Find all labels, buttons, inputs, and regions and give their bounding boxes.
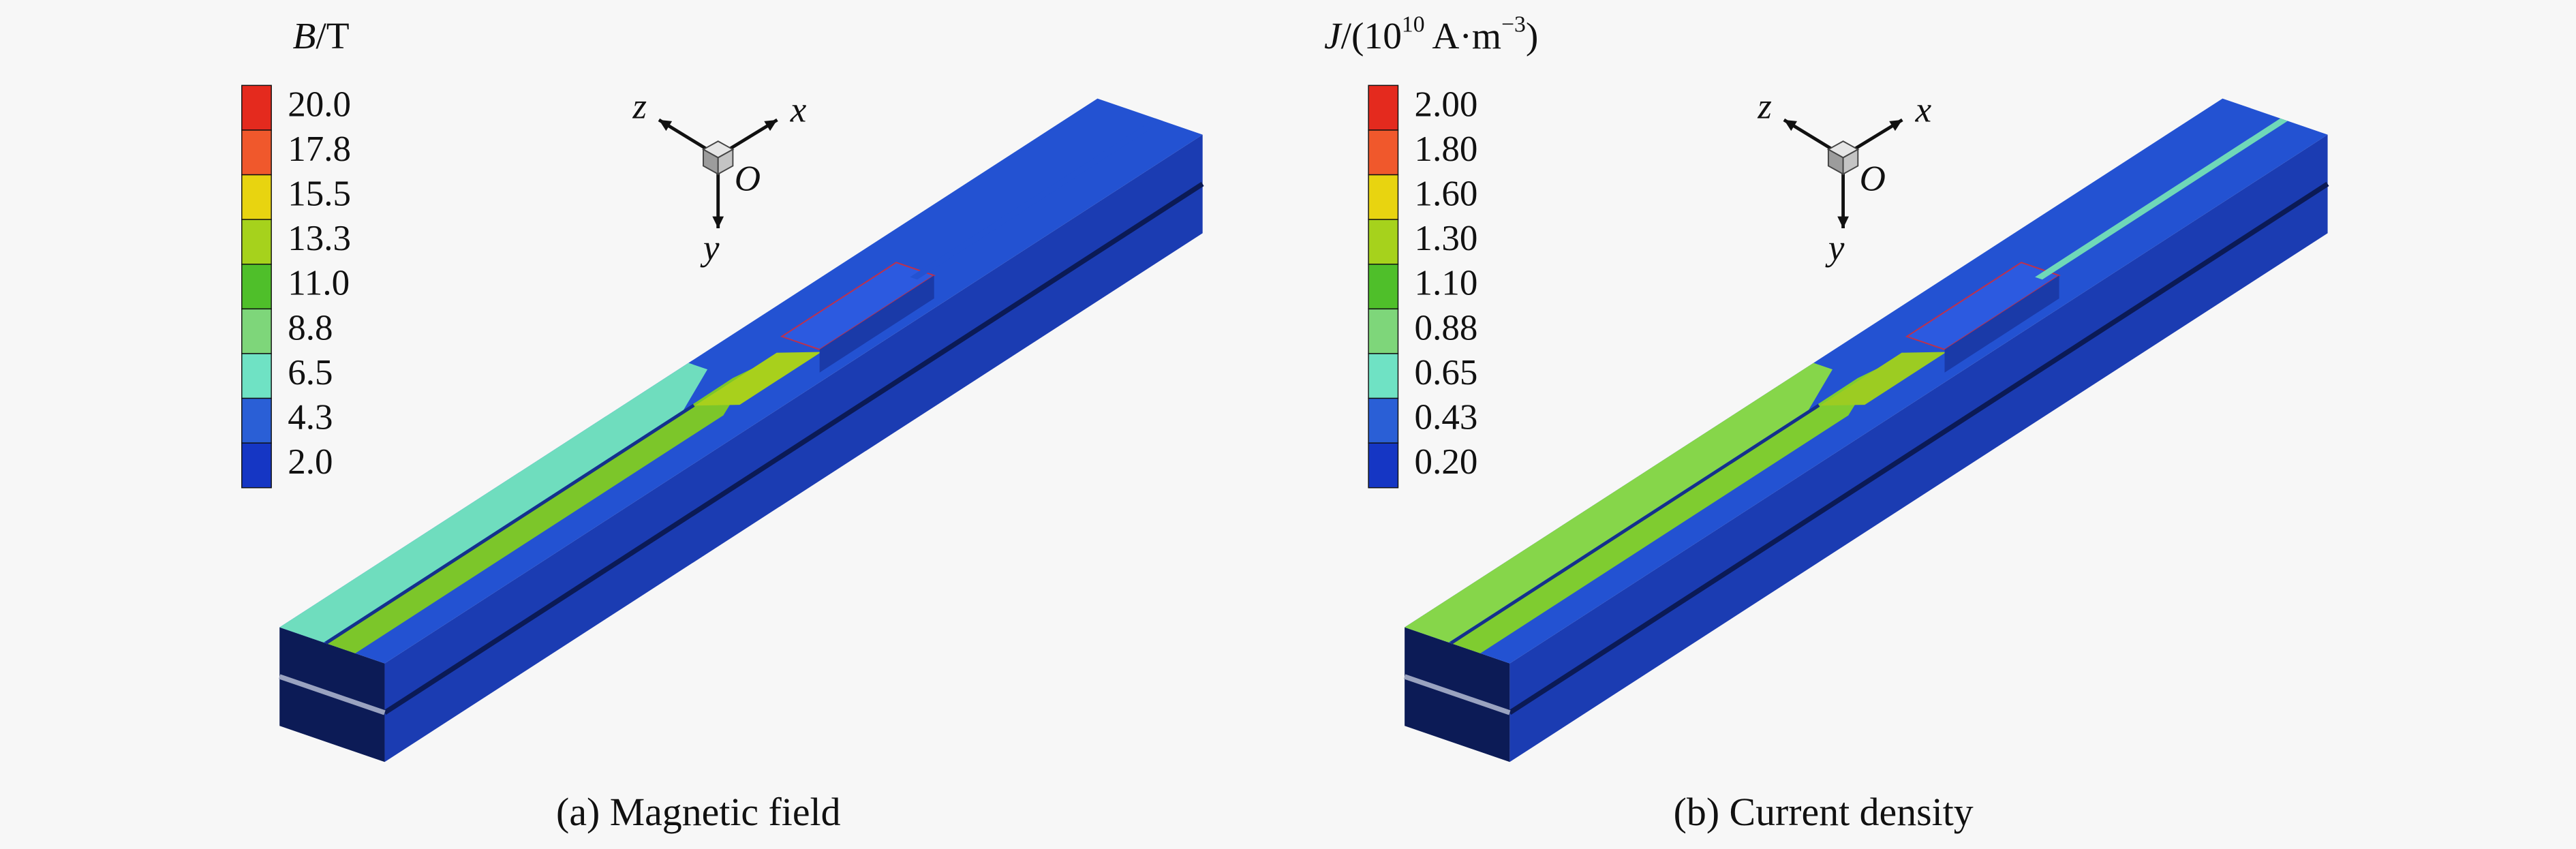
legend-symbol: B [293,15,316,57]
colorbar-label: 1.30 [1415,219,1478,258]
colorbar-label: 11.0 [288,264,350,303]
field-ramp [694,352,822,406]
colorbar-band [241,219,272,265]
cube-right [1842,148,1859,176]
legend-title: B/T [293,15,350,57]
slab-gap [1508,181,2329,715]
slab-gap [1403,674,1511,715]
colorbar-label: 0.65 [1415,353,1478,392]
colorbar-band [241,397,272,444]
colorbar-band [1368,219,1399,265]
axis-label: z [632,87,647,127]
colorbar-band [1368,442,1399,489]
colorbar-label: 20.0 [288,84,351,124]
caption: (b) Current density [1674,790,1974,834]
legend-unit: /T [316,15,349,57]
arrow-head [1889,119,1903,132]
colorbar-label: 15.5 [288,174,351,214]
arrow-head [1783,119,1798,132]
field-far [910,118,1163,280]
axis-label: O [1860,159,1886,199]
caption: (a) Magnetic field [556,790,841,834]
arrow-head [712,216,724,228]
legend-unit-sup: −3 [1501,12,1526,37]
colorbar-band [241,264,272,310]
colorbar-band [241,353,272,399]
block-side [1944,275,2059,373]
colorbar-label: 0.88 [1415,308,1478,348]
colorbar-label: 1.60 [1415,174,1478,214]
legend-unit-sup: 10 [1402,12,1425,37]
colorbar-band [241,308,272,354]
groove-edge [324,403,695,645]
colorbar-band [1368,129,1399,176]
field-strip [1405,362,1833,643]
colorbar-band [241,129,272,176]
axis-label: y [1825,228,1845,268]
colorbar-band [241,84,272,131]
field-groove [326,368,752,653]
arrow-head [658,119,673,132]
colorbar-label: 13.3 [288,219,351,258]
colorbar-band [1368,397,1399,444]
colorbar-label: 1.10 [1415,264,1478,303]
legend-title: J/(1010 A·m−3) [1324,12,1538,56]
field-far [2035,118,2288,280]
field-strip [279,362,708,643]
colorbar-label: 2.00 [1415,84,1478,124]
colorbar-label: 4.3 [288,398,333,437]
colorbar-label: 2.0 [288,442,333,482]
colorbar-band [1368,353,1399,399]
colorbar-band [1368,84,1399,131]
colorbar-band [1368,308,1399,354]
colorbar-band [1368,264,1399,310]
axis-label: x [790,90,807,129]
colorbar-label: 8.8 [288,308,333,348]
slab-gap [279,674,386,715]
slab-gap [383,181,1204,715]
colorbar-label: 0.20 [1415,442,1478,482]
axis-label: O [735,159,761,199]
axis-label: x [1915,90,1932,129]
arrow-head [1837,216,1849,228]
legend-unit: ) [1526,15,1538,57]
legend-unit: A·m [1425,15,1501,57]
groove-edge [1450,403,1820,645]
colorbar-label: 6.5 [288,353,333,392]
colorbar-band [241,174,272,220]
field-ramp [1820,352,1947,406]
legend-symbol: J [1324,15,1343,57]
field-groove [1452,368,1877,653]
legend-unit: /(10 [1341,15,1402,57]
block-side [819,275,934,373]
axis-label: y [700,228,720,268]
axis-label: z [1757,87,1772,127]
colorbar-label: 0.43 [1415,398,1478,437]
colorbar-label: 1.80 [1415,129,1478,169]
arrow-head [764,119,778,132]
colorbar-band [241,442,272,489]
colorbar-band [1368,174,1399,220]
cube-right [717,148,734,176]
colorbar-label: 17.8 [288,129,351,169]
